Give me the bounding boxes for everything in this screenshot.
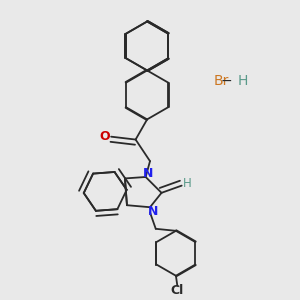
Text: O: O <box>100 130 110 143</box>
Text: −: − <box>220 74 232 88</box>
Text: N: N <box>143 167 153 180</box>
Text: Br: Br <box>213 74 229 88</box>
Text: N: N <box>148 205 158 218</box>
Text: H: H <box>182 177 191 190</box>
Text: Cl: Cl <box>171 284 184 297</box>
Text: H: H <box>238 74 248 88</box>
